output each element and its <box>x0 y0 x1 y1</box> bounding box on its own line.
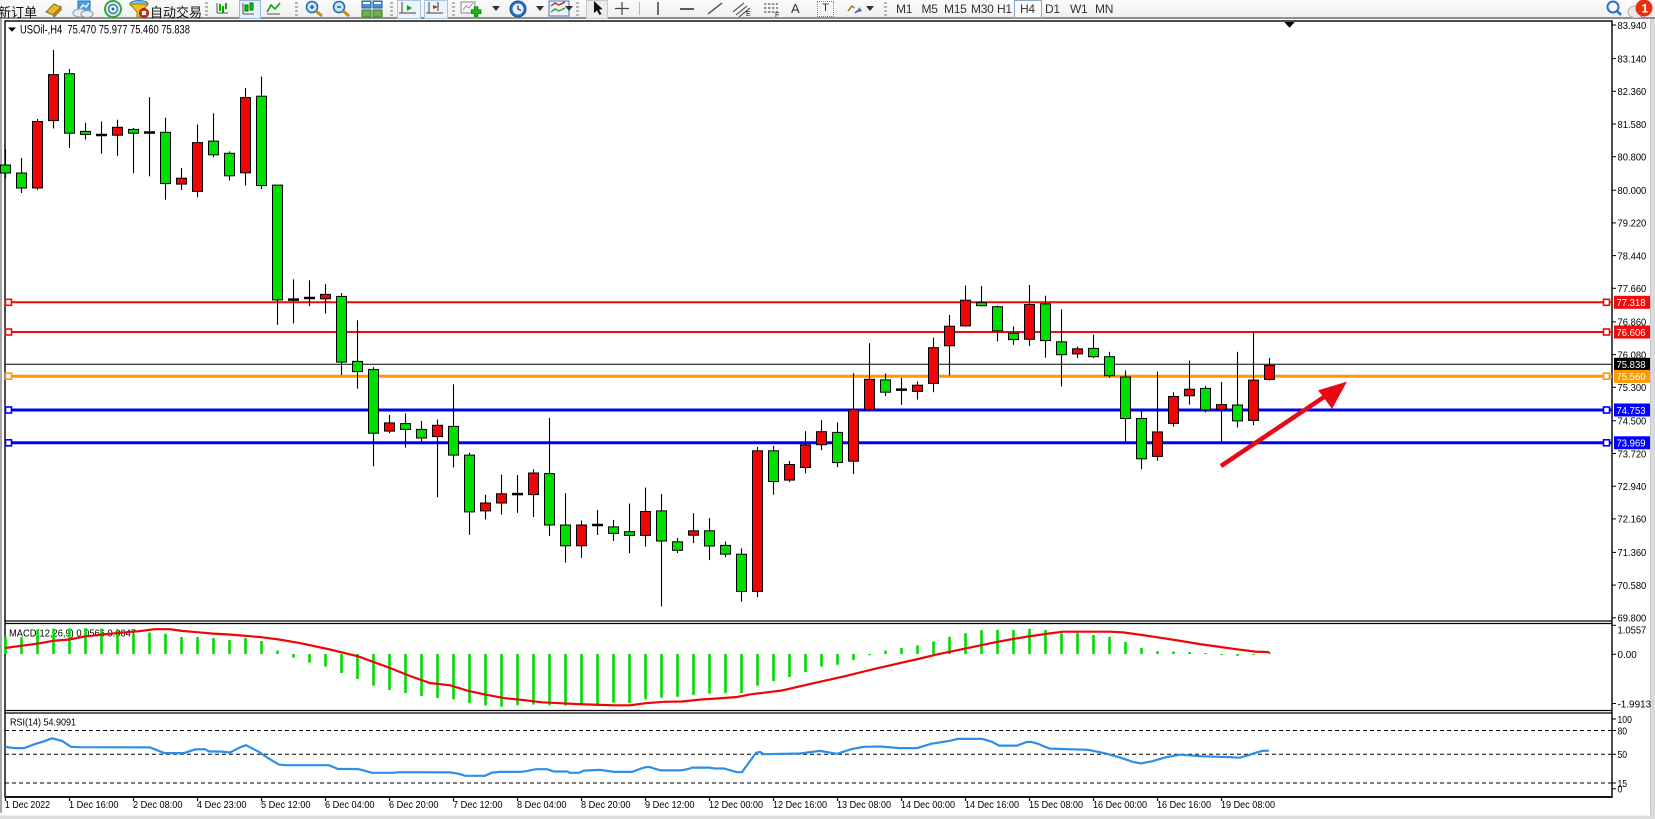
svg-text:1.0557: 1.0557 <box>1618 624 1647 636</box>
svg-text:E: E <box>746 11 751 17</box>
svg-text:77.318: 77.318 <box>1617 297 1646 309</box>
svg-text:78.440: 78.440 <box>1618 250 1647 262</box>
svg-text:77.660: 77.660 <box>1618 283 1647 295</box>
svg-text:73.969: 73.969 <box>1617 438 1646 450</box>
svg-text:8 Dec 20:00: 8 Dec 20:00 <box>581 799 631 811</box>
svg-text:71.360: 71.360 <box>1618 547 1647 559</box>
svg-text:6 Dec 04:00: 6 Dec 04:00 <box>325 799 375 811</box>
svg-text:80.800: 80.800 <box>1618 152 1647 164</box>
svg-text:80: 80 <box>1618 725 1628 737</box>
svg-text:19 Dec 08:00: 19 Dec 08:00 <box>1221 799 1275 811</box>
svg-text:83.140: 83.140 <box>1618 53 1647 65</box>
svg-text:12 Dec 16:00: 12 Dec 16:00 <box>773 799 827 811</box>
svg-text:9 Dec 12:00: 9 Dec 12:00 <box>645 799 695 811</box>
svg-text:15: 15 <box>1618 778 1628 790</box>
svg-text:72.160: 72.160 <box>1618 514 1647 526</box>
svg-text:1 Dec 2022: 1 Dec 2022 <box>5 799 50 811</box>
svg-text:16 Dec 16:00: 16 Dec 16:00 <box>1157 799 1211 811</box>
svg-text:79.220: 79.220 <box>1618 218 1647 230</box>
svg-text:14 Dec 16:00: 14 Dec 16:00 <box>965 799 1019 811</box>
svg-text:74.753: 74.753 <box>1617 405 1646 417</box>
svg-text:70.580: 70.580 <box>1618 580 1647 592</box>
svg-text:75.300: 75.300 <box>1618 382 1647 394</box>
svg-text:6 Dec 20:00: 6 Dec 20:00 <box>389 799 439 811</box>
svg-text:82.360: 82.360 <box>1618 86 1647 98</box>
svg-text:75.838: 75.838 <box>1617 359 1646 371</box>
svg-text:8 Dec 04:00: 8 Dec 04:00 <box>517 799 567 811</box>
svg-text:F: F <box>775 12 779 17</box>
svg-text:1: 1 <box>1642 2 1649 16</box>
svg-text:50: 50 <box>1618 749 1628 761</box>
svg-text:76.606: 76.606 <box>1617 327 1646 339</box>
svg-text:100: 100 <box>1618 714 1633 726</box>
svg-text:16 Dec 00:00: 16 Dec 00:00 <box>1093 799 1147 811</box>
svg-text:-1.9913: -1.9913 <box>1618 698 1652 710</box>
svg-text:14 Dec 00:00: 14 Dec 00:00 <box>901 799 955 811</box>
svg-text:81.580: 81.580 <box>1618 119 1647 131</box>
svg-text:7 Dec 12:00: 7 Dec 12:00 <box>453 799 503 811</box>
svg-text:15 Dec 08:00: 15 Dec 08:00 <box>1029 799 1083 811</box>
svg-text:1 Dec 16:00: 1 Dec 16:00 <box>69 799 119 811</box>
svg-text:2 Dec 08:00: 2 Dec 08:00 <box>133 799 183 811</box>
svg-text:83.940: 83.940 <box>1618 20 1647 32</box>
svg-text:80.000: 80.000 <box>1618 185 1647 197</box>
svg-text:12 Dec 00:00: 12 Dec 00:00 <box>709 799 763 811</box>
svg-text:74.500: 74.500 <box>1618 416 1647 428</box>
svg-text:75.560: 75.560 <box>1617 371 1646 383</box>
svg-text:0.00: 0.00 <box>1618 649 1637 661</box>
svg-text:4 Dec 23:00: 4 Dec 23:00 <box>197 799 247 811</box>
svg-text:13 Dec 08:00: 13 Dec 08:00 <box>837 799 891 811</box>
svg-text:73.720: 73.720 <box>1618 448 1647 460</box>
svg-text:5 Dec 12:00: 5 Dec 12:00 <box>261 799 311 811</box>
svg-text:72.940: 72.940 <box>1618 481 1647 493</box>
svg-text:69.800: 69.800 <box>1618 613 1647 625</box>
svg-text:MACD(12,26,9) 0.0566 0.0647: MACD(12,26,9) 0.0566 0.0647 <box>9 628 136 640</box>
svg-text:0: 0 <box>1618 784 1623 796</box>
svg-text:USOil-,H4 75.470 75.977 75.46: USOil-,H4 75.470 75.977 75.460 75.838 <box>20 25 190 37</box>
svg-text:RSI(14) 54.9091: RSI(14) 54.9091 <box>10 717 76 729</box>
